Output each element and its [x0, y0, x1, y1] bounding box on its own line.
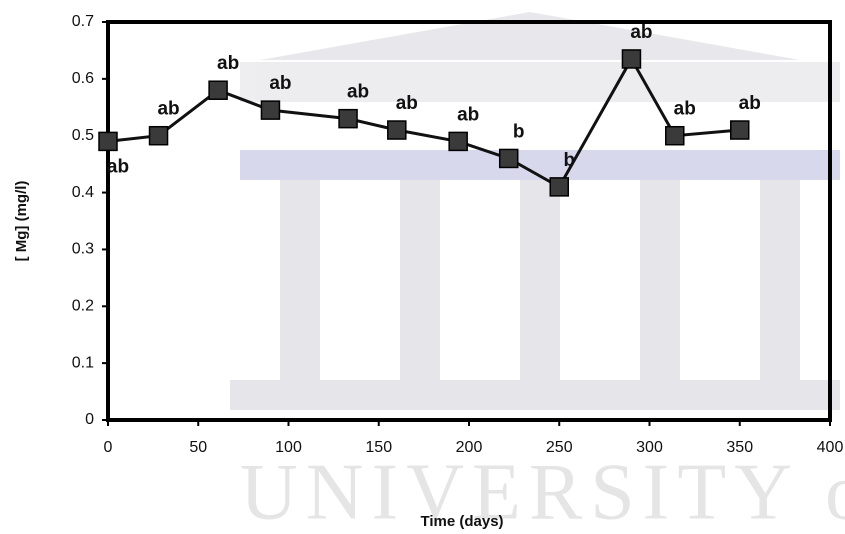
marker: [148, 125, 169, 146]
series-line: [107, 55, 740, 189]
y-axis-label: [ Mg] (mg/l): [13, 181, 30, 262]
y-tick-label: 0.2: [72, 298, 94, 315]
point-label: b: [513, 121, 525, 142]
y-tick-label: 0.5: [72, 127, 94, 144]
point-label: ab: [396, 93, 418, 114]
marker: [498, 148, 519, 169]
y-tick-label: 0.1: [72, 354, 94, 371]
marker: [665, 125, 685, 146]
x-tick-label: 0: [104, 439, 113, 456]
y-tick-label: 0.3: [72, 241, 94, 258]
marker: [730, 120, 750, 140]
point-label: ab: [739, 93, 761, 114]
point-label: ab: [457, 104, 479, 125]
marker: [549, 177, 569, 197]
marker: [621, 49, 642, 69]
point-label: ab: [630, 22, 652, 43]
x-tick-label: 400: [817, 439, 844, 456]
x-axis-label: Time (days): [420, 513, 503, 530]
x-tick-label: 250: [546, 439, 573, 456]
y-tick-label: 0: [85, 411, 94, 428]
point-label: ab: [674, 99, 696, 120]
x-tick-label: 350: [726, 439, 753, 456]
point-label: ab: [157, 99, 179, 120]
marker: [208, 80, 228, 100]
point-label: ab: [107, 156, 129, 177]
watermark: UNIVERSITY of: [230, 12, 845, 534]
y-tick-label: 0.7: [72, 13, 94, 30]
point-label: ab: [347, 82, 369, 103]
marker: [448, 131, 468, 152]
x-tick-label: 50: [189, 439, 207, 456]
marker: [387, 120, 407, 140]
x-tick-label: 100: [275, 439, 302, 456]
marker: [338, 108, 358, 129]
y-tick-label: 0.6: [72, 70, 94, 87]
point-label: b: [563, 150, 575, 171]
marker: [260, 100, 281, 120]
point-label: ab: [269, 73, 291, 94]
watermark-text: UNIVERSITY of: [240, 448, 845, 534]
point-label: ab: [217, 53, 239, 74]
x-tick-label: 150: [365, 439, 392, 456]
x-tick-label: 300: [636, 439, 663, 456]
marker: [98, 131, 118, 152]
x-tick-label: 200: [456, 439, 483, 456]
y-tick-label: 0.4: [72, 184, 94, 201]
